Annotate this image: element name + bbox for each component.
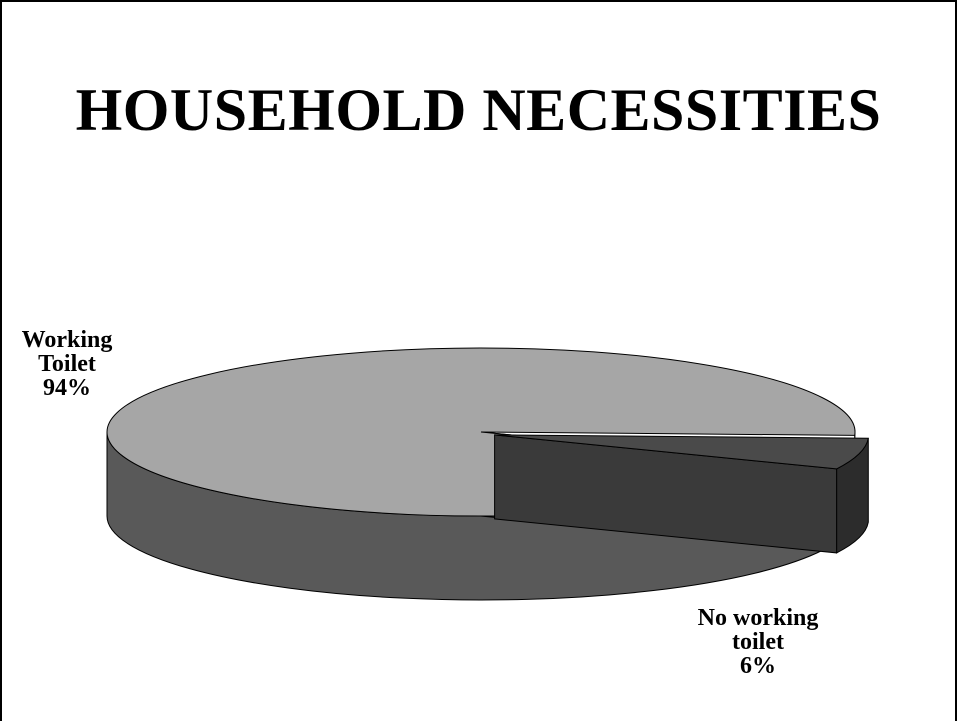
slice-label-working-toilet: Working Toilet 94% xyxy=(8,328,126,400)
slice-label-no-working-toilet: No working toilet 6% xyxy=(678,606,838,678)
slice-label-no-working-toilet-line2: toilet xyxy=(678,630,838,654)
slice-value-no-working-toilet: 6% xyxy=(678,654,838,678)
slice-value-working-toilet: 94% xyxy=(8,376,126,400)
slice-label-no-working-toilet-line1: No working xyxy=(678,606,838,630)
slice-label-working-toilet-line2: Toilet xyxy=(8,352,126,376)
slice-label-working-toilet-line1: Working xyxy=(8,328,126,352)
